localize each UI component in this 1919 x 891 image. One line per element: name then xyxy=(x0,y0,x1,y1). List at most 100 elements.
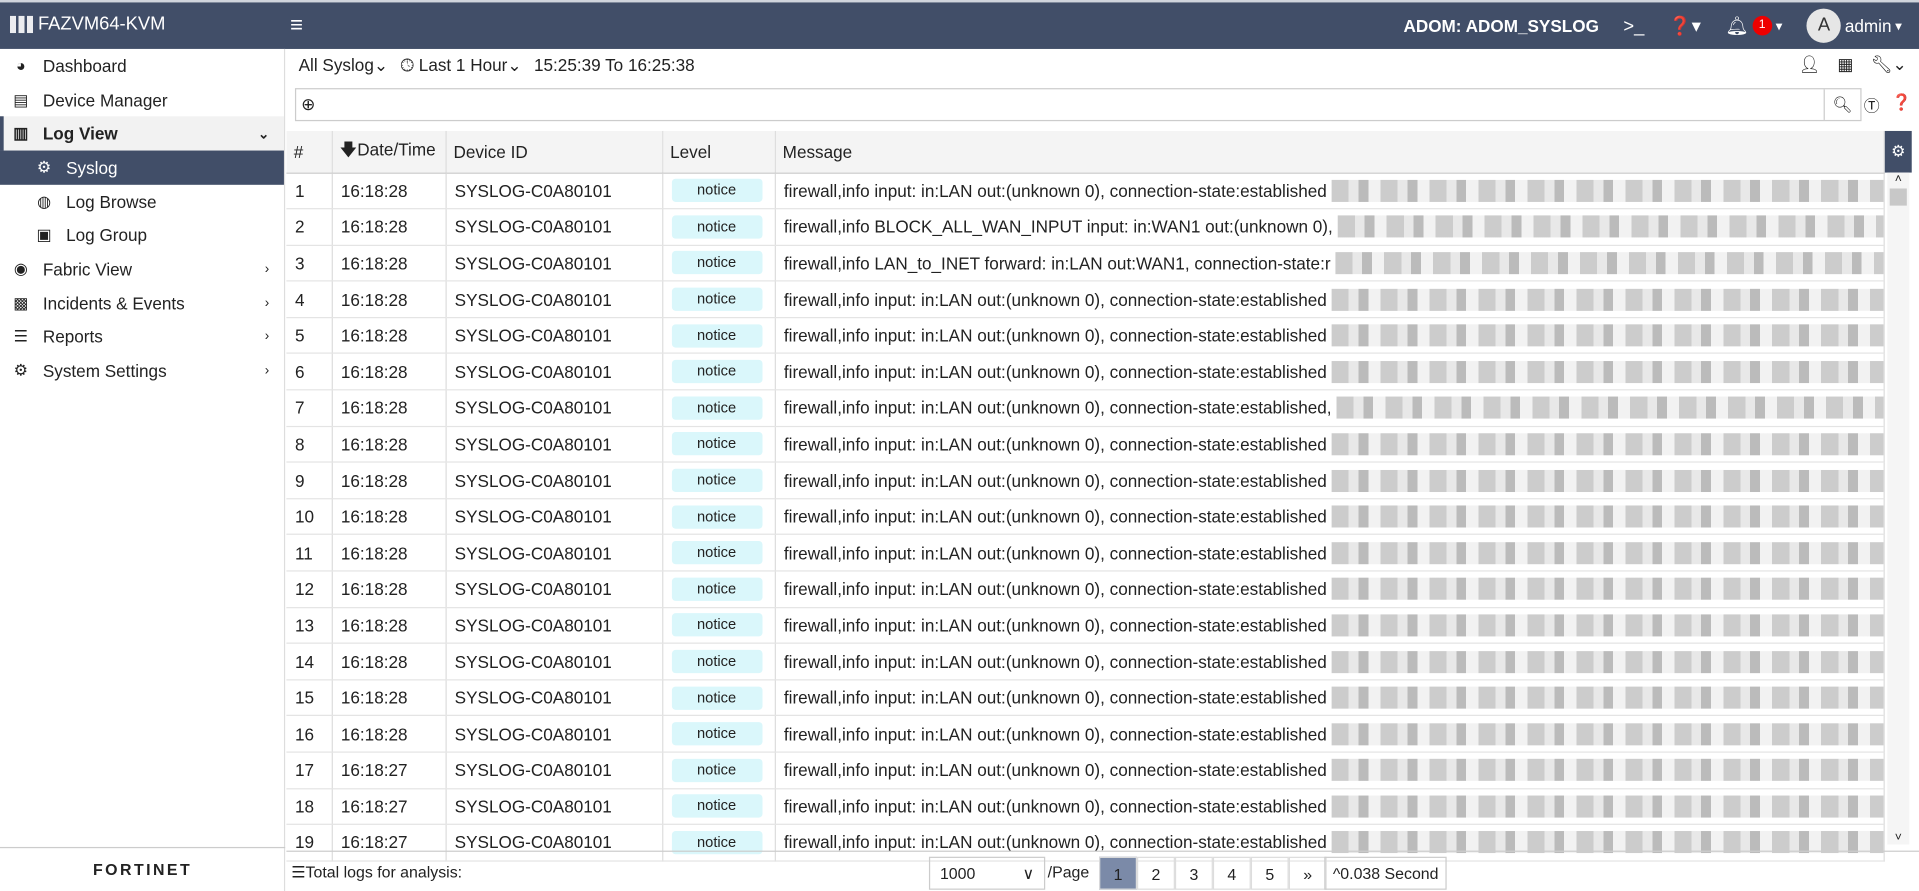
vertical-scrollbar[interactable]: ˄ ˅ xyxy=(1887,172,1910,845)
cell-index: 16 xyxy=(286,715,333,753)
text-search-icon[interactable]: Ⓣ xyxy=(1863,96,1880,116)
next-page-button[interactable]: » xyxy=(1288,856,1327,890)
label: Incidents & Events xyxy=(42,293,185,313)
elapsed-time-button[interactable]: ^0.038 Second xyxy=(1324,856,1448,890)
cell-level: notice xyxy=(662,317,776,355)
table-row[interactable]: 9 16:18:28 SYSLOG-C0A80101 notice firewall,i… xyxy=(286,462,1885,500)
page-size-select[interactable]: 1000 ∨ xyxy=(928,856,1046,890)
scroll-down-icon[interactable]: ˅ xyxy=(1894,831,1902,845)
sidebar-item-reports[interactable]: ☰ Reports › xyxy=(0,320,284,354)
cell-device-id: SYSLOG-C0A80101 xyxy=(445,607,663,645)
cell-device-id: SYSLOG-C0A80101 xyxy=(445,245,663,282)
cell-text: SYSLOG-C0A80101 xyxy=(454,543,612,563)
redacted-content xyxy=(1331,759,1883,782)
scroll-up-icon[interactable]: ˄ xyxy=(1894,172,1902,187)
table-row[interactable]: 19 16:18:27 SYSLOG-C0A80101 notice firewall,… xyxy=(286,824,1885,862)
header-col-index[interactable]: # xyxy=(286,130,333,174)
search-input[interactable]: ⊕ 🔍︎ xyxy=(294,88,1862,122)
sidebar-item-system-settings[interactable]: ⚙ System Settings › xyxy=(0,354,284,388)
table-row[interactable]: 18 16:18:27 SYSLOG-C0A80101 notice firewall,… xyxy=(286,788,1885,826)
cell-text: 16:18:28 xyxy=(340,687,408,708)
table-row[interactable]: 16 16:18:28 SYSLOG-C0A80101 notice firewall,… xyxy=(286,715,1885,753)
cell-level: notice xyxy=(662,389,776,427)
table-row[interactable]: 6 16:18:28 SYSLOG-C0A80101 notice firewall,i… xyxy=(286,353,1885,391)
cell-text: 5 xyxy=(294,325,305,346)
menu-toggle-icon[interactable]: ≡ xyxy=(290,12,303,37)
sidebar-item-incidents-events[interactable]: ▩ Incidents & Events › xyxy=(0,286,284,320)
level-badge: notice xyxy=(671,686,762,710)
wrench-dropdown-icon[interactable]: 🔧︎⌄ xyxy=(1870,53,1907,74)
cell-text: SYSLOG-C0A80101 xyxy=(454,615,612,636)
cell-text: SYSLOG-C0A80101 xyxy=(454,325,612,346)
sidebar-item-log-group[interactable]: ▣ Log Group xyxy=(0,218,284,252)
add-filter-icon[interactable]: ⊕ xyxy=(301,94,316,114)
cell-device-id: SYSLOG-C0A80101 xyxy=(445,172,663,210)
chevron-down-icon: ∨ xyxy=(1022,864,1035,883)
sidebar-item-fabric-view[interactable]: ◉ Fabric View › xyxy=(0,252,284,286)
page-button[interactable]: 3 xyxy=(1174,856,1213,890)
sidebar-item-device-manager[interactable]: ▤ Device Manager xyxy=(0,83,284,117)
header-col-level[interactable]: Level xyxy=(662,130,776,174)
table-view-icon[interactable]: ▦ xyxy=(1837,53,1854,74)
cell-text: 17 xyxy=(294,760,315,780)
header-col-message[interactable]: Message xyxy=(774,130,1885,174)
avatar[interactable]: A xyxy=(1806,8,1842,43)
notifications[interactable]: 🔔︎ 1 ▾ xyxy=(1725,15,1782,37)
help-icon[interactable]: ❓ xyxy=(1891,93,1912,112)
column-settings-icon[interactable]: ⚙ xyxy=(1884,130,1912,173)
table-row[interactable]: 4 16:18:28 SYSLOG-C0A80101 notice firewall,i… xyxy=(286,281,1885,319)
table-row[interactable]: 7 16:18:28 SYSLOG-C0A80101 notice firewall,i… xyxy=(286,389,1885,427)
table-row[interactable]: 14 16:18:28 SYSLOG-C0A80101 notice firewall,… xyxy=(286,643,1885,681)
cell-text: SYSLOG-C0A80101 xyxy=(454,470,612,491)
source-dropdown[interactable]: All Syslog⌄ xyxy=(298,55,389,75)
table-row[interactable]: 11 16:18:28 SYSLOG-C0A80101 notice firewall,… xyxy=(286,534,1885,572)
sidebar-item-syslog[interactable]: ⚙ Syslog xyxy=(0,150,284,185)
sidebar-item-log-view[interactable]: ▥ Log View ⌄ xyxy=(0,116,284,151)
page-button[interactable]: 2 xyxy=(1137,856,1175,890)
bell-icon[interactable]: 🔔︎ xyxy=(1725,15,1749,37)
cell-message: firewall,info input: in:LAN out:(unknown… xyxy=(774,752,1885,789)
table-row[interactable]: 17 16:18:27 SYSLOG-C0A80101 notice firewall,… xyxy=(286,752,1885,789)
notification-dropdown-icon[interactable]: ▾ xyxy=(1775,18,1783,34)
cli-console-icon[interactable]: >_ xyxy=(1623,15,1645,37)
table-row[interactable]: 13 16:18:28 SYSLOG-C0A80101 notice firewall,… xyxy=(286,607,1885,645)
cell-device-id: SYSLOG-C0A80101 xyxy=(445,788,663,826)
cell-index: 6 xyxy=(286,353,333,391)
username: admin xyxy=(1844,15,1892,36)
scroll-thumb[interactable] xyxy=(1889,188,1907,206)
cell-text: 16:18:28 xyxy=(340,398,408,418)
search-icon[interactable]: 🔍︎ xyxy=(1823,89,1861,120)
label: Log Browse xyxy=(66,191,157,212)
sidebar-item-log-browse[interactable]: ◍ Log Browse xyxy=(0,185,284,219)
chevron-right-icon: › xyxy=(264,295,270,311)
table-row[interactable]: 3 16:18:28 SYSLOG-C0A80101 notice firewall,i… xyxy=(286,245,1885,282)
help-dropdown[interactable]: ❓▾ xyxy=(1668,15,1701,37)
cell-text: SYSLOG-C0A80101 xyxy=(454,506,612,527)
message-text: firewall,info input: in:LAN out:(unknown… xyxy=(783,724,1327,744)
header-col-device-id[interactable]: Device ID xyxy=(445,130,663,174)
page-button[interactable]: 1 xyxy=(1099,856,1138,890)
table-row[interactable]: 1 16:18:28 SYSLOG-C0A80101 notice firewall,i… xyxy=(286,172,1885,210)
table-row[interactable]: 8 16:18:28 SYSLOG-C0A80101 notice firewall,i… xyxy=(286,426,1885,463)
cell-text: SYSLOG-C0A80101 xyxy=(454,651,612,672)
level-badge: notice xyxy=(671,251,762,275)
header-col-datetime[interactable]: 🡇Date/Time xyxy=(331,130,447,174)
table-row[interactable]: 15 16:18:28 SYSLOG-C0A80101 notice firewall,… xyxy=(286,679,1885,717)
message-text: firewall,info input: in:LAN out:(unknown… xyxy=(783,760,1327,780)
page-button[interactable]: 5 xyxy=(1250,856,1289,890)
table-row[interactable]: 10 16:18:28 SYSLOG-C0A80101 notice firewall,… xyxy=(286,498,1885,536)
table-row[interactable]: 12 16:18:28 SYSLOG-C0A80101 notice firewall,… xyxy=(286,570,1885,608)
sidebar-item-dashboard[interactable]: ◕ Dashboard xyxy=(0,49,284,83)
user-settings-icon[interactable]: 👤︎ xyxy=(1798,53,1821,74)
header-label: # xyxy=(293,141,304,162)
page-button[interactable]: 4 xyxy=(1212,856,1251,890)
table-row[interactable]: 2 16:18:28 SYSLOG-C0A80101 notice firewall,i… xyxy=(286,208,1885,246)
app-logo[interactable]: FAZVM64-KVM xyxy=(9,13,166,34)
message-text: firewall,info input: in:LAN out:(unknown… xyxy=(783,615,1327,636)
cell-datetime: 16:18:28 xyxy=(331,643,447,681)
time-range-dropdown[interactable]: 🕓︎ Last 1 Hour⌄ xyxy=(400,55,522,75)
table-row[interactable]: 5 16:18:28 SYSLOG-C0A80101 notice firewall,i… xyxy=(286,317,1885,355)
adom-selector[interactable]: ADOM: ADOM_SYSLOG xyxy=(1403,15,1599,36)
cell-device-id: SYSLOG-C0A80101 xyxy=(445,208,663,246)
